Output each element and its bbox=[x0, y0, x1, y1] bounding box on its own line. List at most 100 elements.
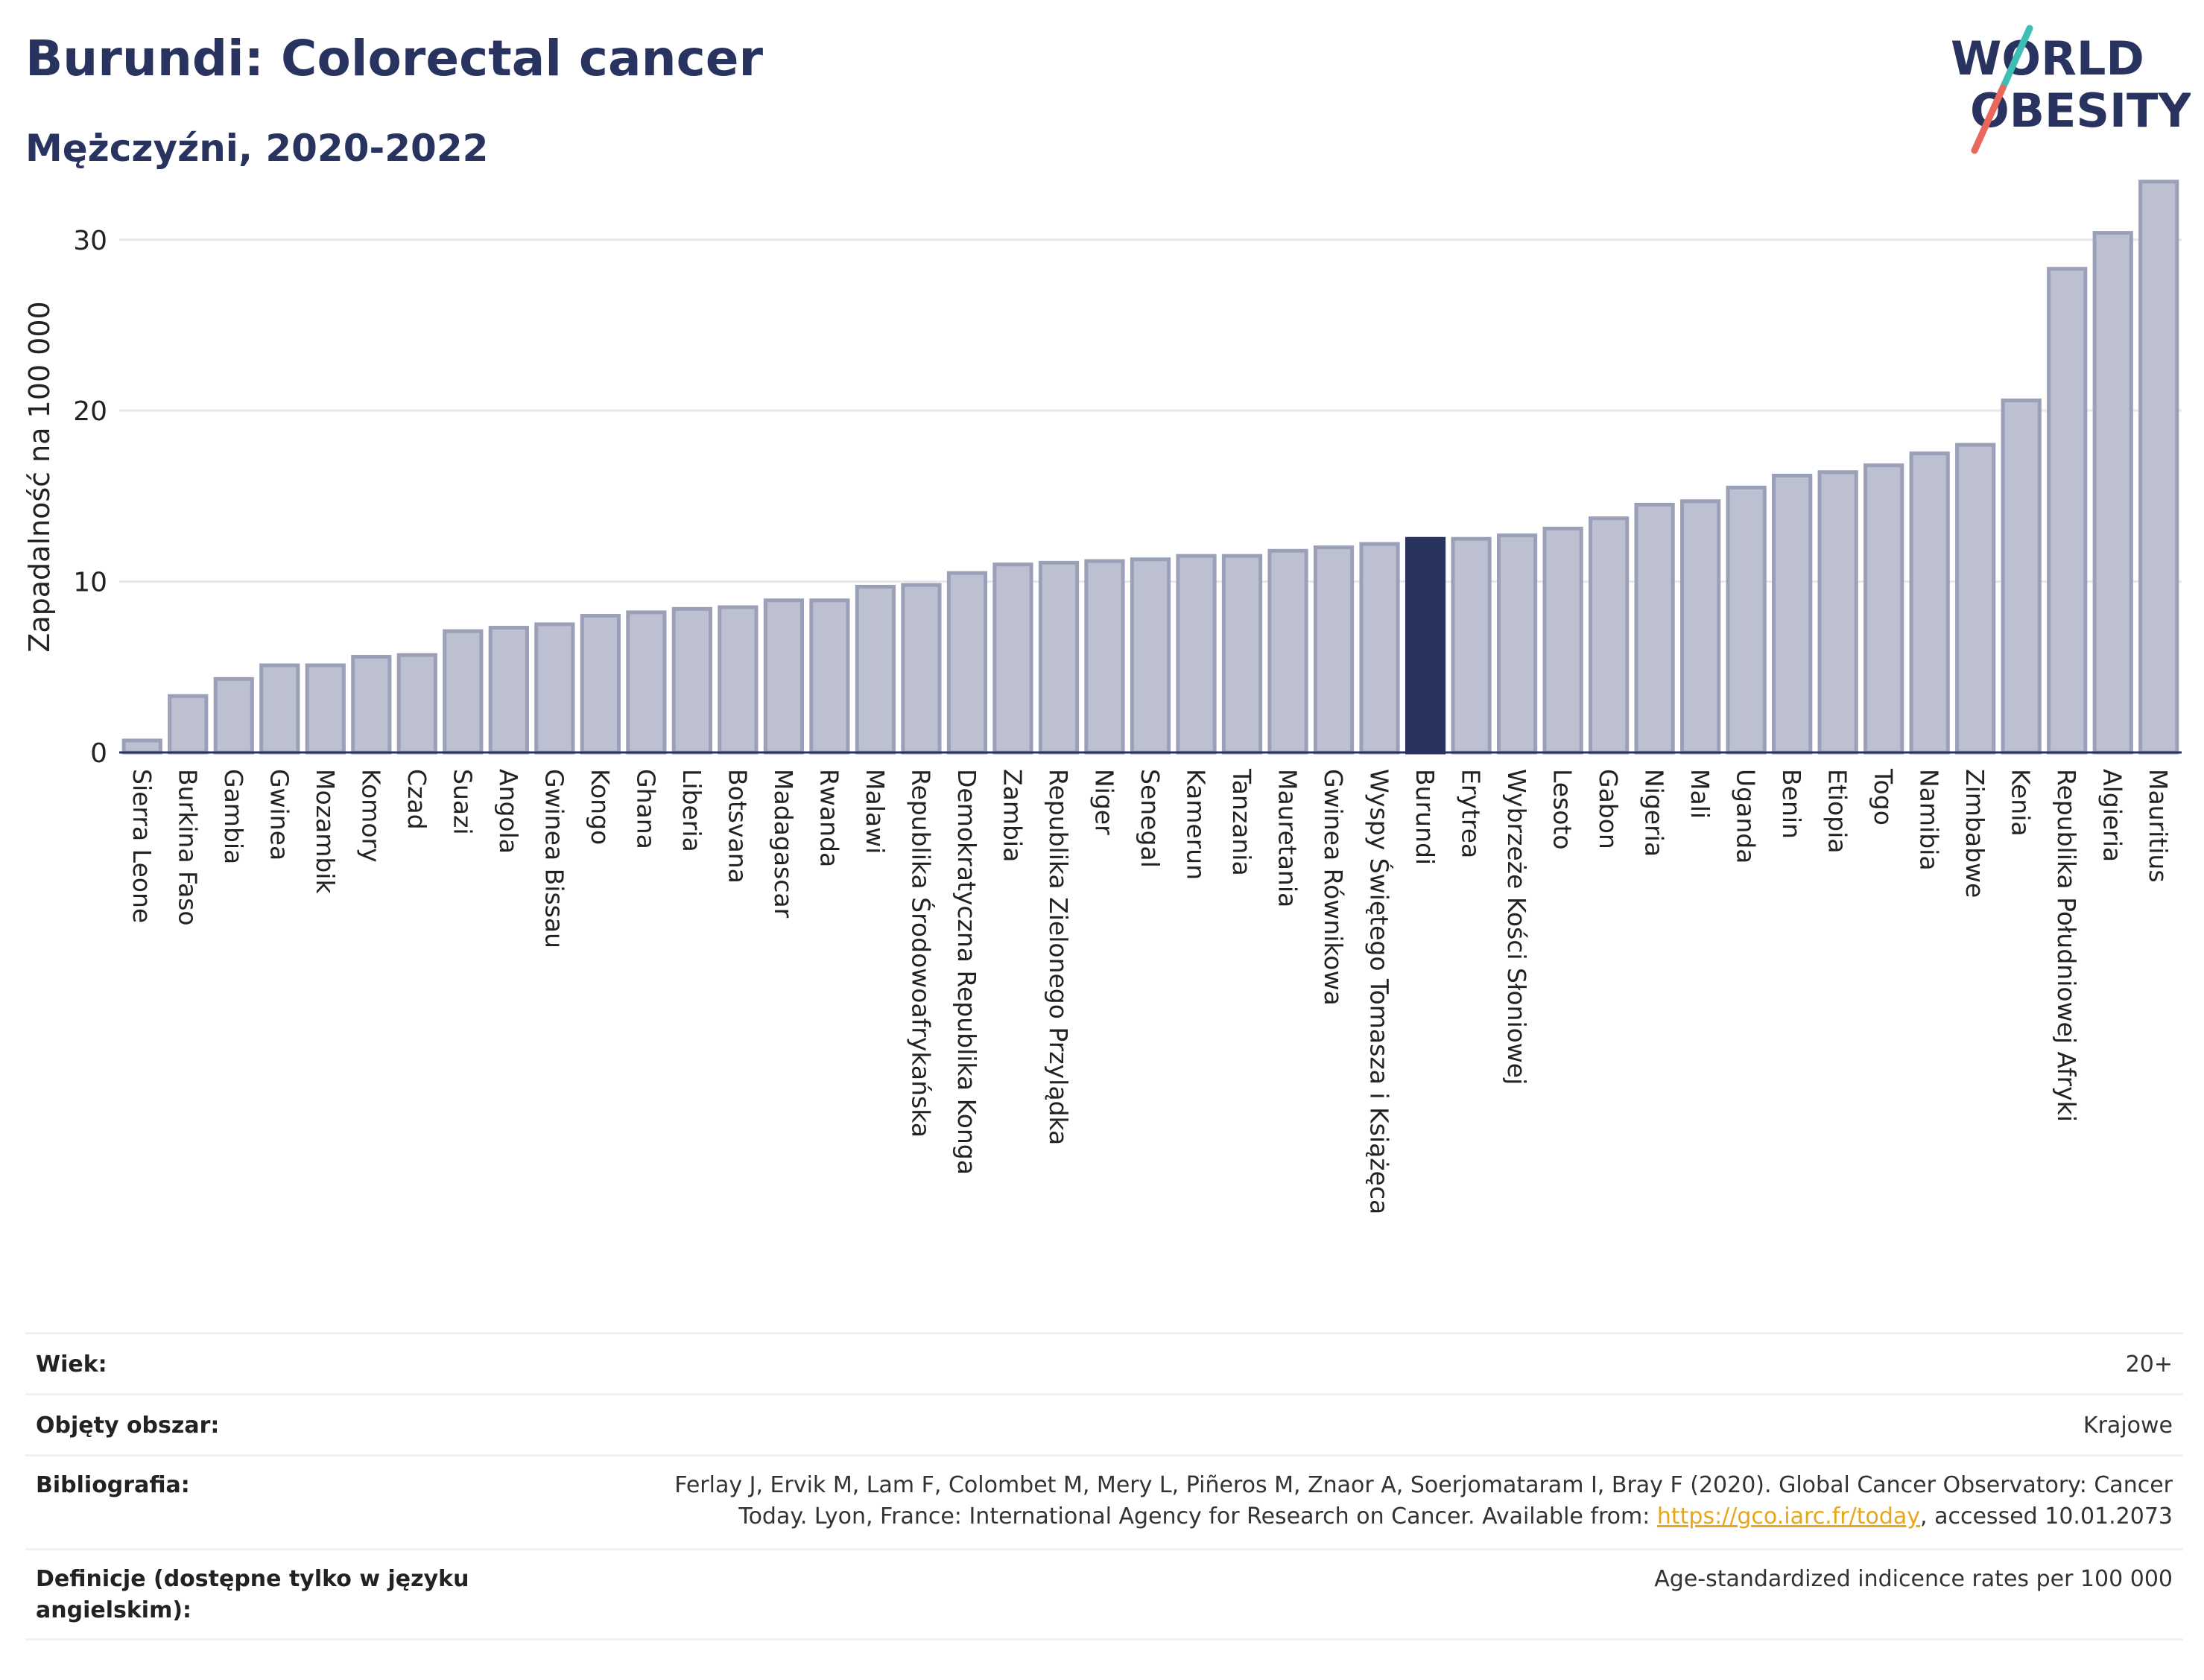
y-tick-label: 10 bbox=[73, 568, 107, 598]
info-row-definitions: Definicje (dostępne tylko w języku angie… bbox=[25, 1548, 2183, 1641]
info-label-bibliography: Bibliografia: bbox=[36, 1472, 190, 1498]
bar bbox=[1084, 559, 1125, 755]
x-tick-label: Zimbabwe bbox=[1960, 769, 1989, 898]
bar bbox=[121, 738, 162, 755]
x-tick-label: Kamerun bbox=[1182, 769, 1211, 880]
y-tick-labels: 0 10 20 30 bbox=[73, 226, 107, 769]
bar bbox=[992, 562, 1033, 755]
x-tick-label: Erytrea bbox=[1457, 769, 1486, 858]
bar bbox=[1038, 560, 1080, 755]
bar bbox=[1863, 463, 1904, 755]
x-tick-label: Uganda bbox=[1732, 769, 1761, 863]
bar bbox=[1496, 533, 1538, 755]
logo-line1: WORLD bbox=[1951, 31, 2144, 86]
x-tick-label: Namibia bbox=[1915, 769, 1944, 871]
x-tick-label: Republika Środowoafrykańska bbox=[906, 769, 936, 1138]
x-tick-label: Kongo bbox=[586, 769, 615, 845]
x-tick-labels: Sierra Leone Burkina Faso Gambia Gwinea Moza… bbox=[127, 768, 2173, 1214]
info-row-bibliography: Bibliografia: Ferlay J, Ervik M, Lam F, … bbox=[25, 1454, 2183, 1548]
x-tick-label: Gabon bbox=[1594, 769, 1623, 849]
bar bbox=[2138, 180, 2179, 755]
bar bbox=[488, 626, 529, 755]
bar bbox=[213, 676, 254, 755]
bar bbox=[2001, 398, 2042, 755]
info-value-area: Krajowe bbox=[2083, 1413, 2173, 1439]
bar bbox=[763, 598, 805, 755]
logo-slash-bottom bbox=[1971, 84, 2007, 154]
bar bbox=[1726, 485, 1767, 755]
bar bbox=[946, 571, 988, 755]
bar bbox=[259, 663, 300, 755]
info-row-age: Wiek: 20+ bbox=[25, 1332, 2183, 1393]
bar bbox=[1313, 545, 1355, 755]
bar bbox=[168, 694, 209, 755]
definitions-label-line1: Definicje (dostępne tylko w języku bbox=[36, 1566, 469, 1592]
bar bbox=[1589, 516, 1630, 755]
x-tick-label: Tanzania bbox=[1227, 768, 1256, 876]
x-tick-label: Kenia bbox=[2007, 769, 2036, 837]
x-tick-label: Madagascar bbox=[769, 769, 798, 919]
info-label-age: Wiek: bbox=[36, 1351, 107, 1378]
world-obesity-logo: WORLD OBESITY bbox=[1951, 25, 2191, 154]
bar bbox=[1176, 554, 1217, 755]
x-tick-label: Gambia bbox=[219, 769, 248, 864]
x-tick-label: Mali bbox=[1685, 769, 1714, 819]
page-title: Burundi: Colorectal cancer bbox=[25, 30, 763, 87]
x-tick-label: Rwanda bbox=[814, 769, 843, 867]
bibliography-link[interactable]: https://gco.iarc.fr/today bbox=[1656, 1503, 1921, 1530]
bar bbox=[580, 613, 621, 755]
info-table: Wiek: 20+ Objęty obszar: Krajowe Bibliog… bbox=[25, 1332, 2183, 1641]
bar bbox=[1130, 557, 1171, 755]
bar bbox=[1680, 499, 1721, 755]
bar bbox=[809, 598, 850, 755]
x-tick-label: Angola bbox=[494, 769, 523, 854]
bar bbox=[901, 583, 942, 755]
info-value-definitions: Age-standardized indicence rates per 100… bbox=[1654, 1566, 2173, 1592]
bar bbox=[1772, 473, 1813, 755]
x-tick-label: Niger bbox=[1089, 769, 1118, 835]
bar bbox=[443, 629, 484, 755]
x-tick-label: Senegal bbox=[1136, 769, 1165, 868]
x-tick-label: Republika Zielonego Przylądka bbox=[1044, 769, 1073, 1145]
definitions-label-line2: angielskim): bbox=[36, 1597, 192, 1623]
logo-line2: OBESITY bbox=[1970, 83, 2191, 138]
info-label-definitions: Definicje (dostępne tylko w języku angie… bbox=[36, 1564, 469, 1626]
x-tick-label: Lesoto bbox=[1548, 769, 1577, 850]
bar bbox=[1634, 502, 1675, 755]
x-tick-label: Benin bbox=[1777, 769, 1806, 839]
bar bbox=[1267, 548, 1308, 755]
x-tick-label: Republika Południowej Afryki bbox=[2052, 769, 2081, 1122]
y-tick-label: 30 bbox=[73, 226, 107, 256]
bar bbox=[1451, 536, 1492, 755]
bibliography-line2-post: , accessed 10.01.2073 bbox=[1920, 1503, 2173, 1530]
info-row-area: Objęty obszar: Krajowe bbox=[25, 1393, 2183, 1454]
bar bbox=[2092, 231, 2133, 755]
bibliography-line2: Today. Lyon, France: International Agenc… bbox=[674, 1501, 2173, 1532]
info-value-age: 20+ bbox=[2125, 1351, 2173, 1378]
x-tick-label: Nigeria bbox=[1640, 769, 1669, 857]
x-tick-label: Zambia bbox=[998, 769, 1027, 862]
bar bbox=[671, 606, 712, 755]
bar-highlighted bbox=[1405, 536, 1446, 755]
y-tick-label: 20 bbox=[73, 396, 107, 427]
x-tick-label: Malawi bbox=[861, 769, 890, 854]
bibliography-line2-pre: Today. Lyon, France: International Agenc… bbox=[738, 1503, 1657, 1530]
bar bbox=[1359, 542, 1400, 755]
x-tick-label: Sierra Leone bbox=[127, 769, 156, 923]
bar bbox=[1542, 526, 1583, 755]
bars bbox=[121, 180, 2179, 755]
x-tick-label: Togo bbox=[1869, 768, 1898, 825]
y-axis-title: Zapadalność na 100 000 bbox=[23, 301, 56, 652]
page-subtitle: Mężczyźni, 2020-2022 bbox=[25, 127, 489, 170]
bar bbox=[2047, 267, 2088, 755]
bar bbox=[1955, 443, 1996, 755]
info-value-bibliography: Ferlay J, Ervik M, Lam F, Colombet M, Me… bbox=[674, 1470, 2173, 1532]
y-tick-label: 0 bbox=[90, 738, 107, 769]
bar bbox=[351, 655, 392, 755]
bar bbox=[305, 663, 346, 755]
bar bbox=[1909, 451, 1950, 755]
x-tick-label: Gwinea Bissau bbox=[539, 769, 569, 948]
bar bbox=[1221, 554, 1263, 755]
x-tick-label: Ghana bbox=[631, 769, 660, 849]
x-tick-label: Liberia bbox=[677, 769, 706, 852]
